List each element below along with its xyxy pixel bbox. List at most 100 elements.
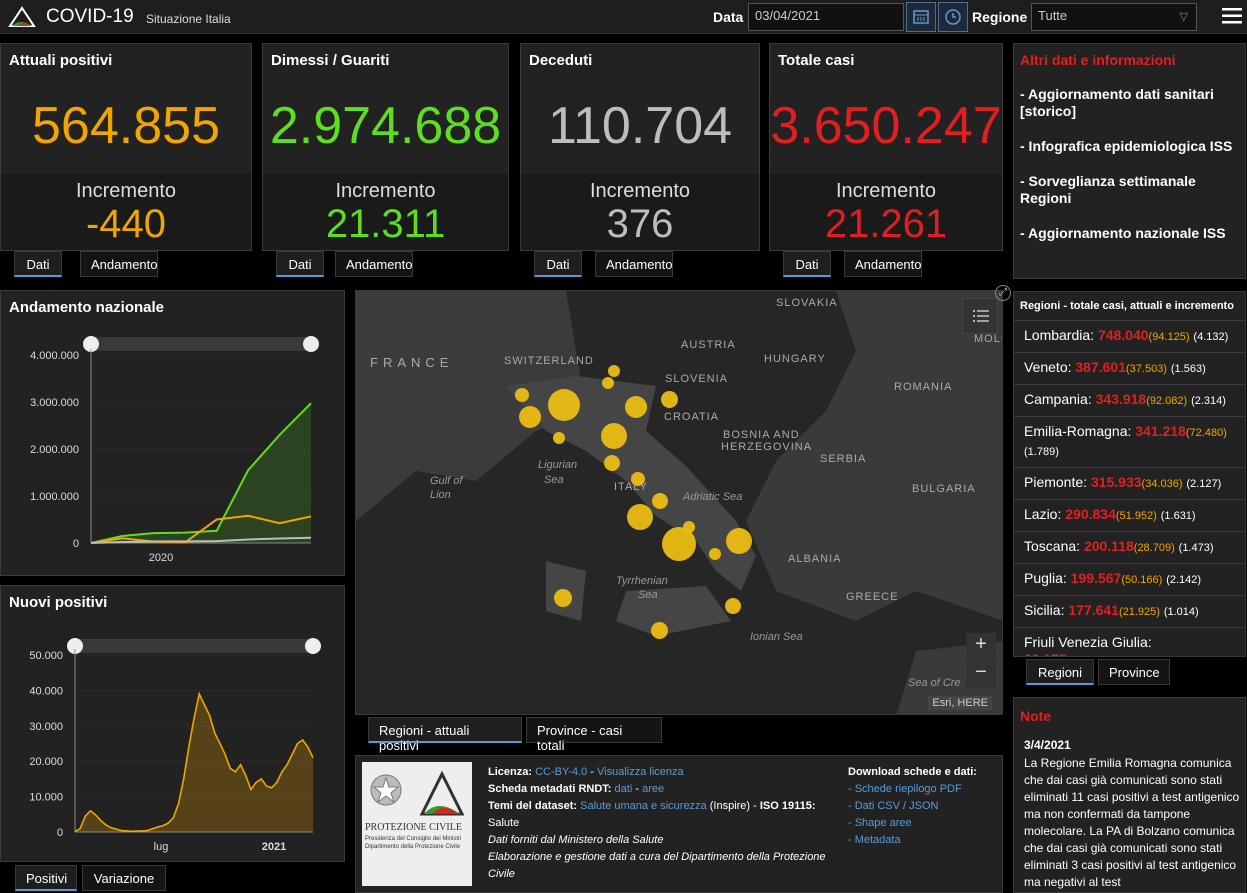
regions-panel: Regioni - totale casi, attuali e increme… xyxy=(1013,291,1246,657)
licenza-link[interactable]: CC-BY-4.0 xyxy=(535,766,588,778)
tab-dati[interactable]: Dati xyxy=(783,251,831,277)
tab-positivi[interactable]: Positivi xyxy=(15,865,77,891)
map-view[interactable]: SLOVAKIA AUSTRIA HUNGARY FRANCE SWITZERLAND S… xyxy=(355,290,1003,715)
link-item[interactable]: - Infografica epidemiologica ISS xyxy=(1020,138,1233,154)
tab-province-casi[interactable]: Province - casi totali xyxy=(526,717,662,753)
map-sea-label: Sea xyxy=(544,474,564,486)
region-bubble[interactable] xyxy=(553,432,565,444)
layer-list-button[interactable] xyxy=(962,298,998,334)
region-active: (94.125) xyxy=(1148,331,1190,343)
region-bubble[interactable] xyxy=(726,528,752,554)
region-row[interactable]: Veneto: 387.601(37.503) (1.563) xyxy=(1014,353,1245,385)
region-select[interactable]: Tutte ▽ xyxy=(1031,3,1197,31)
tab-andamento[interactable]: Andamento xyxy=(844,251,922,277)
region-row[interactable]: Puglia: 199.567(50.166) (2.142) xyxy=(1014,564,1245,596)
zoom-in-button[interactable]: + xyxy=(966,633,996,660)
range-slider-track xyxy=(75,639,313,653)
region-increment: (1.473) xyxy=(1178,542,1214,554)
note-text: La Regione Emilia Romagna comunica che d… xyxy=(1024,756,1240,889)
temi-rest: (Inspire) - xyxy=(709,800,757,812)
region-bubble[interactable] xyxy=(608,365,620,377)
region-bubble[interactable] xyxy=(602,377,614,389)
region-name: Lombardia: xyxy=(1024,327,1095,343)
time-button[interactable] xyxy=(938,2,968,32)
map-sea-label: Adriatic Sea xyxy=(683,491,743,503)
tab-province[interactable]: Province xyxy=(1098,659,1170,685)
region-bubble[interactable] xyxy=(631,472,645,486)
region-bubble[interactable] xyxy=(652,493,668,509)
region-bubble[interactable] xyxy=(515,388,529,402)
tab-andamento[interactable]: Andamento xyxy=(335,251,413,277)
date-input[interactable]: 03/04/2021 xyxy=(748,3,904,31)
region-bubble[interactable] xyxy=(548,389,580,421)
map-sea-label: Ligurian xyxy=(538,459,578,471)
map-attribution: Esri, HERE xyxy=(928,696,992,710)
region-bubble[interactable] xyxy=(604,455,620,471)
region-name: Puglia: xyxy=(1024,570,1067,586)
x-tick-label: lug xyxy=(154,841,169,853)
region-bubble[interactable] xyxy=(554,589,572,607)
region-row[interactable]: Toscana: 200.118(28.709) (1.473) xyxy=(1014,532,1245,564)
visualizza-licenza-link[interactable]: Visualizza licenza xyxy=(597,766,684,778)
fullscreen-icon[interactable]: ⤢ xyxy=(995,285,1011,301)
region-bubble[interactable] xyxy=(725,598,741,614)
tab-andamento[interactable]: Andamento xyxy=(595,251,673,277)
kpi-increment-box: Incremento 21.311 xyxy=(263,174,508,250)
download-link[interactable]: - Schede riepilogo PDF xyxy=(848,783,962,795)
region-bubble[interactable] xyxy=(662,527,696,561)
region-row[interactable]: Friuli Venezia Giulia: 99.175(14.032) (4… xyxy=(1014,628,1245,656)
region-bubble[interactable] xyxy=(660,390,678,408)
tab-dati[interactable]: Dati xyxy=(534,251,582,277)
scheda-aree-link[interactable]: aree xyxy=(642,783,665,795)
kpi-increment-box: Incremento 21.261 xyxy=(770,174,1002,250)
region-bubble[interactable] xyxy=(650,621,668,639)
tab-variazione[interactable]: Variazione xyxy=(82,865,166,891)
temi-link[interactable]: Salute umana e sicurezza xyxy=(580,800,707,812)
kpi-title: Dimessi / Guariti xyxy=(271,52,390,69)
region-increment: (2.314) xyxy=(1191,395,1226,407)
zoom-out-button[interactable]: − xyxy=(966,661,996,688)
region-bubble[interactable] xyxy=(519,406,541,428)
region-bubble[interactable] xyxy=(625,396,647,418)
app-subtitle: Situazione Italia xyxy=(146,12,231,26)
link-item[interactable]: - Aggiornamento nazionale ISS xyxy=(1020,225,1226,241)
app-title: COVID-19 xyxy=(46,6,134,27)
link-item[interactable]: - Sorveglianza settimanale Regioni xyxy=(1020,173,1196,206)
tab-regioni-attuali[interactable]: Regioni - attuali positivi xyxy=(368,717,522,753)
tab-dati[interactable]: Dati xyxy=(14,251,62,277)
region-row[interactable]: Campania: 343.918(92.082) (2.314) xyxy=(1014,385,1245,417)
link-item[interactable]: - Aggiornamento dati sanitari [storico] xyxy=(1020,86,1214,119)
calendar-button[interactable] xyxy=(906,2,936,32)
region-bubble[interactable] xyxy=(709,548,721,560)
download-link[interactable]: - Shape aree xyxy=(848,817,912,829)
y-tick-label: 20.000 xyxy=(29,756,63,768)
region-row[interactable]: Piemonte: 315.933(34.036) (2.127) xyxy=(1014,468,1245,500)
tab-andamento[interactable]: Andamento xyxy=(80,251,158,277)
info-line2: Elaborazione e gestione dati a cura del … xyxy=(488,851,826,880)
region-row[interactable]: Lombardia: 748.040(94.125) (4.132) xyxy=(1014,321,1245,353)
region-bubble[interactable] xyxy=(601,423,627,449)
region-row[interactable]: Sicilia: 177.641(21.925) (1.014) xyxy=(1014,596,1245,628)
region-bubble[interactable] xyxy=(627,504,653,530)
download-link[interactable]: - Dati CSV / JSON xyxy=(848,800,939,812)
map-country-label: SLOVENIA xyxy=(665,373,729,385)
map-country-label: SLOVAKIA xyxy=(776,297,838,309)
region-increment: (1.631) xyxy=(1160,510,1196,522)
region-row[interactable]: Lazio: 290.834(51.952) (1.631) xyxy=(1014,500,1245,532)
map-country-label: ALBANIA xyxy=(788,553,842,565)
download-link[interactable]: - Metadata xyxy=(848,834,901,846)
series-area xyxy=(91,403,311,543)
scheda-dati-link[interactable]: dati xyxy=(614,783,633,795)
menu-button[interactable] xyxy=(1222,7,1242,25)
region-increment: (1.014) xyxy=(1163,606,1199,618)
tab-regioni[interactable]: Regioni xyxy=(1026,659,1094,685)
andamento-title: Andamento nazionale xyxy=(9,299,165,316)
kpi-increment-label: Incremento xyxy=(835,180,937,202)
region-active: (28.709) xyxy=(1133,542,1175,554)
info-panel: PROTEZIONE CIVILE Presidenza del Consigl… xyxy=(355,755,1003,893)
kpi-panel: Dimessi / Guariti 2.974.688 Incremento 2… xyxy=(262,43,509,251)
region-row[interactable]: Emilia-Romagna: 341.218(72.480) (1.789) xyxy=(1014,417,1245,468)
tab-dati[interactable]: Dati xyxy=(276,251,324,277)
kpi-increment-label: Incremento xyxy=(335,180,436,202)
map-country-label: CROATIA xyxy=(664,411,720,423)
